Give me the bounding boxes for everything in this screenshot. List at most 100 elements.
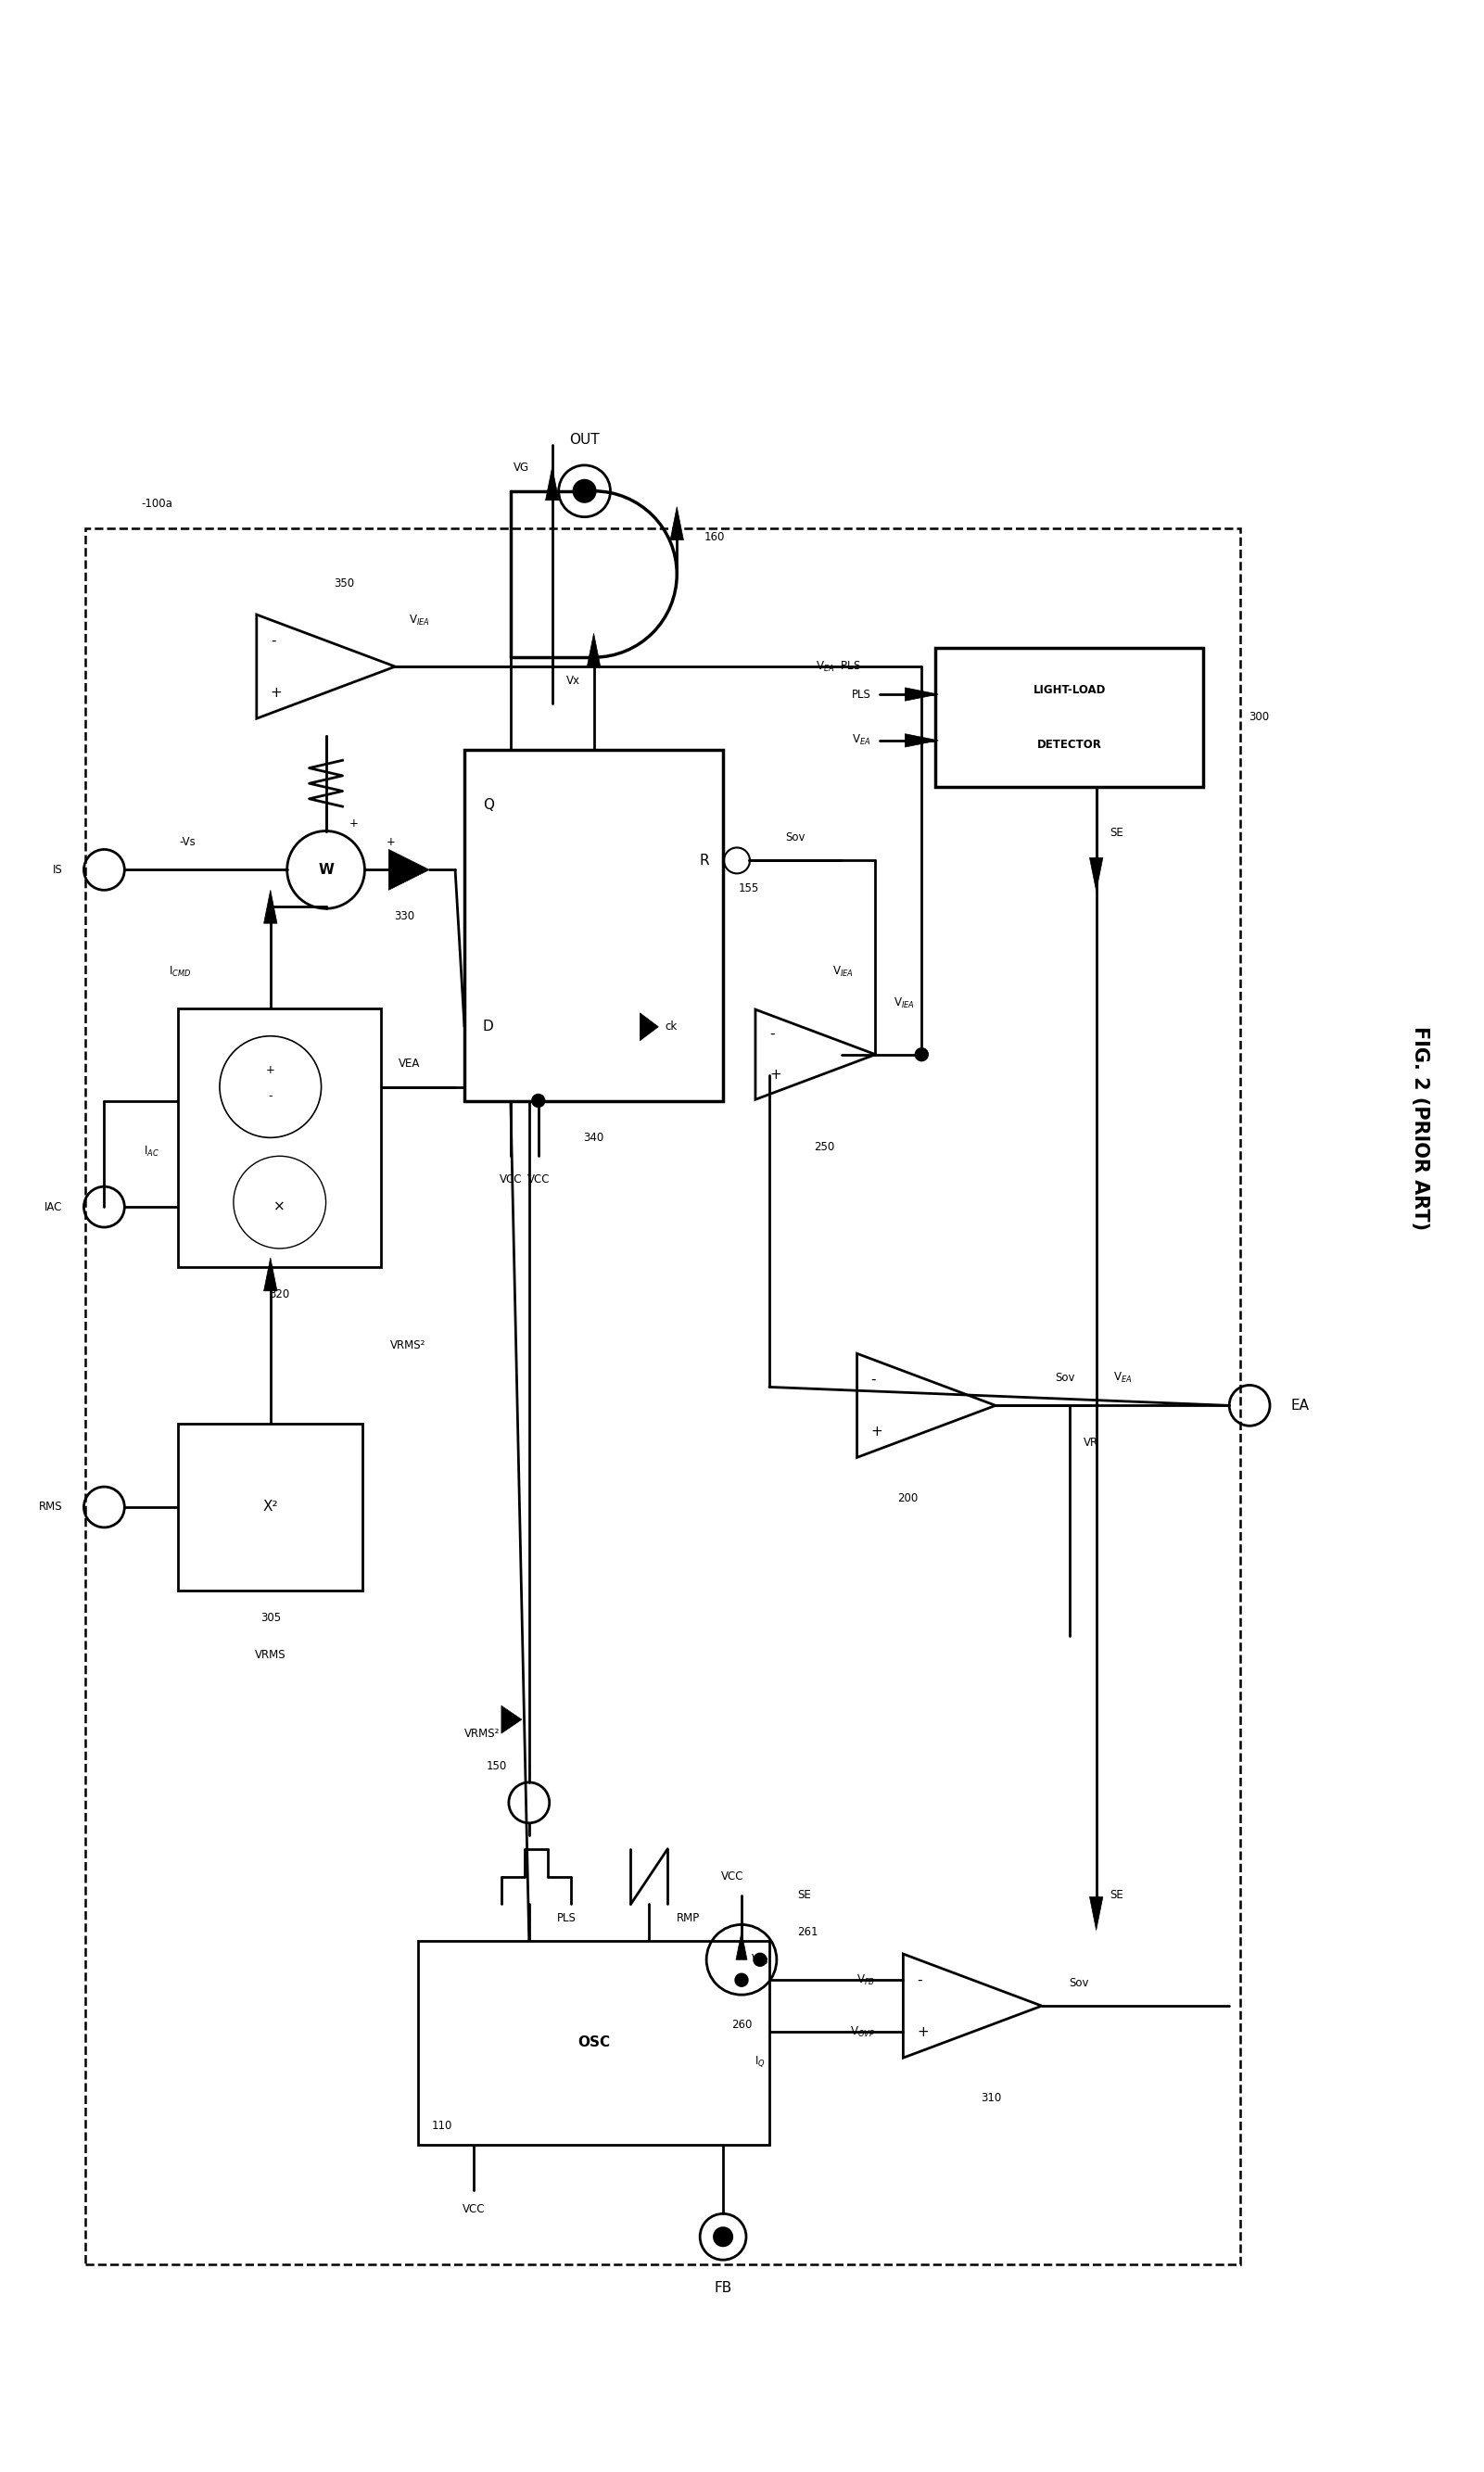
Polygon shape (264, 890, 278, 925)
Circle shape (735, 1973, 748, 1987)
Polygon shape (671, 507, 684, 539)
Text: PLS: PLS (556, 1913, 576, 1923)
Text: IS: IS (52, 863, 62, 875)
Text: OSC: OSC (577, 2037, 610, 2049)
Circle shape (573, 480, 595, 502)
Text: 250: 250 (815, 1142, 835, 1152)
Text: VEA: VEA (398, 1058, 420, 1070)
Text: -: - (769, 1028, 775, 1041)
Text: FIG. 2 (PRIOR ART): FIG. 2 (PRIOR ART) (1411, 1026, 1429, 1231)
Text: ck: ck (665, 1021, 677, 1033)
Text: IAC: IAC (45, 1201, 62, 1214)
Text: VCC: VCC (499, 1174, 522, 1184)
Text: Sov: Sov (785, 831, 806, 843)
Bar (935, 648, 1204, 786)
Text: SE: SE (1110, 1889, 1123, 1901)
Text: SE: SE (797, 1889, 810, 1901)
Text: +: + (349, 818, 358, 831)
Text: 300: 300 (1248, 712, 1269, 724)
Text: VCC: VCC (527, 1174, 549, 1184)
Text: +: + (270, 685, 282, 700)
Text: +: + (769, 1068, 781, 1083)
Polygon shape (736, 1933, 746, 1960)
Text: V$_{IEA}$: V$_{IEA}$ (893, 996, 916, 1011)
Circle shape (531, 1095, 545, 1107)
Text: VRMS: VRMS (255, 1649, 286, 1661)
Text: 340: 340 (583, 1132, 604, 1145)
Text: 155: 155 (739, 883, 760, 895)
Polygon shape (546, 467, 559, 499)
Text: 305: 305 (260, 1612, 280, 1624)
Text: X²: X² (263, 1501, 278, 1513)
Text: Vx: Vx (565, 675, 580, 687)
Text: 150: 150 (487, 1760, 508, 1772)
Text: V$_{EA}$  PLS: V$_{EA}$ PLS (815, 660, 861, 672)
Text: 110: 110 (432, 2121, 453, 2131)
Polygon shape (389, 850, 429, 890)
Text: VR: VR (1083, 1436, 1098, 1449)
Circle shape (754, 1953, 766, 1965)
Polygon shape (905, 687, 938, 702)
Text: 261: 261 (797, 1926, 818, 1938)
Bar (464, 749, 723, 1100)
Text: VRMS²: VRMS² (390, 1340, 426, 1352)
Text: R: R (699, 853, 709, 868)
Text: VCC: VCC (463, 2203, 485, 2215)
Text: V$_{EA}$: V$_{EA}$ (852, 734, 871, 747)
Text: FB: FB (714, 2282, 732, 2294)
Text: I$_{AC}$: I$_{AC}$ (144, 1145, 160, 1159)
Text: +: + (386, 836, 395, 848)
Polygon shape (588, 633, 601, 667)
Polygon shape (502, 1706, 522, 1733)
Circle shape (916, 1048, 928, 1060)
Circle shape (714, 2227, 732, 2247)
Text: +: + (917, 2025, 929, 2039)
Text: ×: × (273, 1199, 285, 1214)
Text: -: - (917, 1973, 922, 1987)
Polygon shape (264, 1258, 278, 1290)
Text: +: + (871, 1424, 883, 1439)
Text: SE: SE (1110, 826, 1123, 838)
Polygon shape (1089, 858, 1103, 890)
Text: V$_{FB}$: V$_{FB}$ (856, 1973, 876, 1987)
Text: EA: EA (1291, 1399, 1310, 1412)
Text: VCC: VCC (721, 1871, 743, 1884)
Text: V$_{OVP}$: V$_{OVP}$ (850, 2025, 876, 2039)
Bar (178, 1009, 381, 1268)
Text: -: - (269, 1090, 273, 1103)
Text: Sov: Sov (1068, 1978, 1089, 1990)
Text: Sov: Sov (1055, 1372, 1074, 1384)
Text: DETECTOR: DETECTOR (1037, 739, 1101, 751)
Text: 310: 310 (981, 2091, 1002, 2104)
Text: -: - (871, 1372, 876, 1387)
Text: 260: 260 (732, 2017, 752, 2030)
Polygon shape (640, 1014, 659, 1041)
Text: 200: 200 (898, 1491, 919, 1503)
Text: +: + (266, 1063, 275, 1075)
Text: W: W (318, 863, 334, 878)
Text: 350: 350 (334, 578, 355, 588)
Text: 160: 160 (705, 531, 726, 544)
Bar (178, 1424, 362, 1589)
Text: -100a: -100a (141, 497, 172, 509)
Text: -: - (270, 633, 276, 648)
Text: -Vs: -Vs (180, 836, 196, 848)
Text: V$_{EA}$: V$_{EA}$ (1113, 1372, 1132, 1384)
Polygon shape (905, 734, 938, 747)
Text: OUT: OUT (570, 433, 600, 447)
Text: RMS: RMS (39, 1501, 62, 1513)
Bar (418, 1941, 769, 2143)
Text: Q: Q (482, 798, 494, 813)
Text: V$_{IEA}$: V$_{IEA}$ (410, 613, 430, 628)
Text: I$_Q$: I$_Q$ (754, 2054, 766, 2069)
Text: 330: 330 (395, 910, 414, 922)
Text: PLS: PLS (852, 687, 871, 700)
Text: 320: 320 (270, 1288, 289, 1300)
Text: LIGHT-LOAD: LIGHT-LOAD (1033, 685, 1106, 695)
Bar (86, 529, 1241, 2264)
Text: V$_{IEA}$: V$_{IEA}$ (833, 964, 853, 979)
Text: D: D (482, 1021, 494, 1033)
Text: VRMS²: VRMS² (464, 1728, 500, 1740)
Polygon shape (1089, 1896, 1103, 1931)
Text: RMP: RMP (677, 1913, 700, 1923)
